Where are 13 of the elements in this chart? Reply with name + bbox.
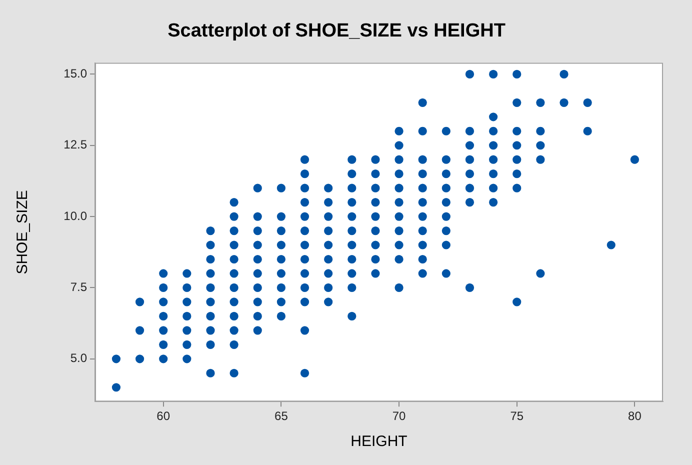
y-tick-label: 15.0 [64,66,88,80]
chart-title: Scatterplot of SHOE_SIZE vs HEIGHT [168,20,506,42]
x-tick-label: 65 [274,409,288,424]
y-tick-label: 10.0 [64,208,88,223]
y-tick-label: 5.0 [70,351,88,366]
x-tick-label: 70 [392,409,406,424]
y-axis-title: SHOE_SIZE [14,190,32,274]
y-tick-label: 7.5 [70,280,88,294]
x-axis-title: HEIGHT [350,433,408,450]
x-tick-label: 75 [510,409,524,424]
x-tick-label: 60 [156,409,170,424]
x-tick-label: 80 [628,409,642,424]
y-tick-label: 12.5 [64,138,88,152]
